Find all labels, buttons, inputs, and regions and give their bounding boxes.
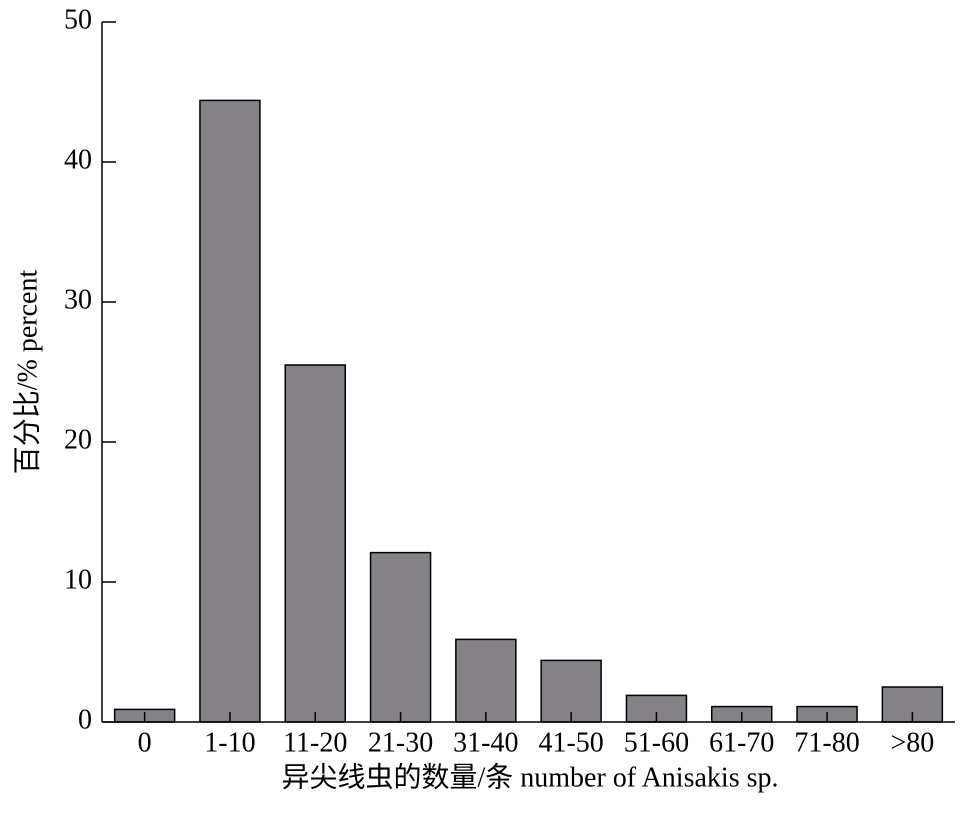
bar [199, 99, 261, 723]
x-tick-label: >80 [890, 727, 934, 758]
bar [540, 659, 602, 723]
y-tick-label: 10 [64, 564, 92, 595]
x-tick-label: 41-50 [538, 727, 603, 758]
x-tick-label: 1-10 [204, 727, 255, 758]
x-axis-title: 异尖线虫的数量/条 number of Anisakis sp. [282, 761, 779, 793]
y-tick-label: 0 [78, 704, 92, 735]
bar [455, 638, 517, 723]
x-tick-label: 51-60 [624, 727, 689, 758]
bar [369, 551, 432, 723]
x-tick-label: 31-40 [453, 727, 518, 758]
y-tick-label: 30 [64, 284, 92, 315]
x-tick-label: 61-70 [709, 727, 774, 758]
x-tick-label: 0 [138, 727, 152, 758]
x-tick-label: 21-30 [368, 727, 433, 758]
y-tick-label: 40 [64, 144, 92, 175]
bar [284, 364, 346, 723]
y-tick-label: 20 [64, 424, 92, 455]
x-tick-label: 11-20 [283, 727, 347, 758]
y-tick-label: 50 [64, 4, 92, 35]
x-tick-label: 71-80 [794, 727, 859, 758]
y-axis-title: 百分比/% percent [11, 270, 43, 475]
